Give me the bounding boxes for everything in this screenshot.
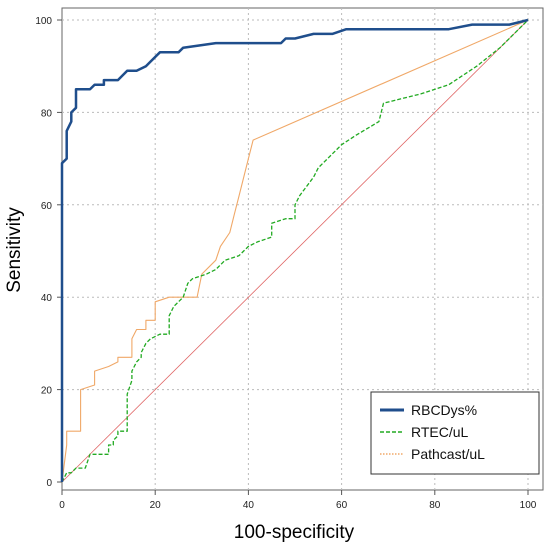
x-tick-label: 80 xyxy=(429,500,441,511)
y-tick-label: 0 xyxy=(46,478,52,489)
legend-label: RTEC/uL xyxy=(411,424,469,440)
legend-box xyxy=(370,391,540,475)
legend-label: RBCDys% xyxy=(411,402,477,418)
x-tick-label: 40 xyxy=(243,500,255,511)
y-tick-labels: 0 20 40 60 80 100 xyxy=(35,16,52,489)
x-tick-label: 60 xyxy=(336,500,348,511)
y-axis-title: Sensitivity xyxy=(4,207,25,293)
y-tick-label: 80 xyxy=(41,108,53,119)
reference-diagonal-line xyxy=(61,19,529,483)
series-line-rbcdys- xyxy=(60,18,529,482)
series-line-pathcast-ul xyxy=(61,19,529,483)
y-tick-label: 60 xyxy=(41,201,53,212)
x-tick-label: 20 xyxy=(150,500,162,511)
x-tick-label: 0 xyxy=(59,500,65,511)
series-lines xyxy=(60,18,529,483)
y-tick-label: 20 xyxy=(41,386,53,397)
x-tick-labels: 0 20 40 60 80 100 xyxy=(59,500,537,511)
x-tick-label: 100 xyxy=(520,500,537,511)
series-line-rtec-ul xyxy=(61,19,529,483)
legend: RBCDys% RTEC/uL Pathcast/uL xyxy=(370,391,540,475)
y-tick-label: 40 xyxy=(41,293,53,304)
legend-label: Pathcast/uL xyxy=(411,446,485,462)
grid-lines xyxy=(62,8,543,490)
x-axis-title: 100-specificity xyxy=(234,522,355,543)
y-tick-label: 100 xyxy=(35,16,52,27)
